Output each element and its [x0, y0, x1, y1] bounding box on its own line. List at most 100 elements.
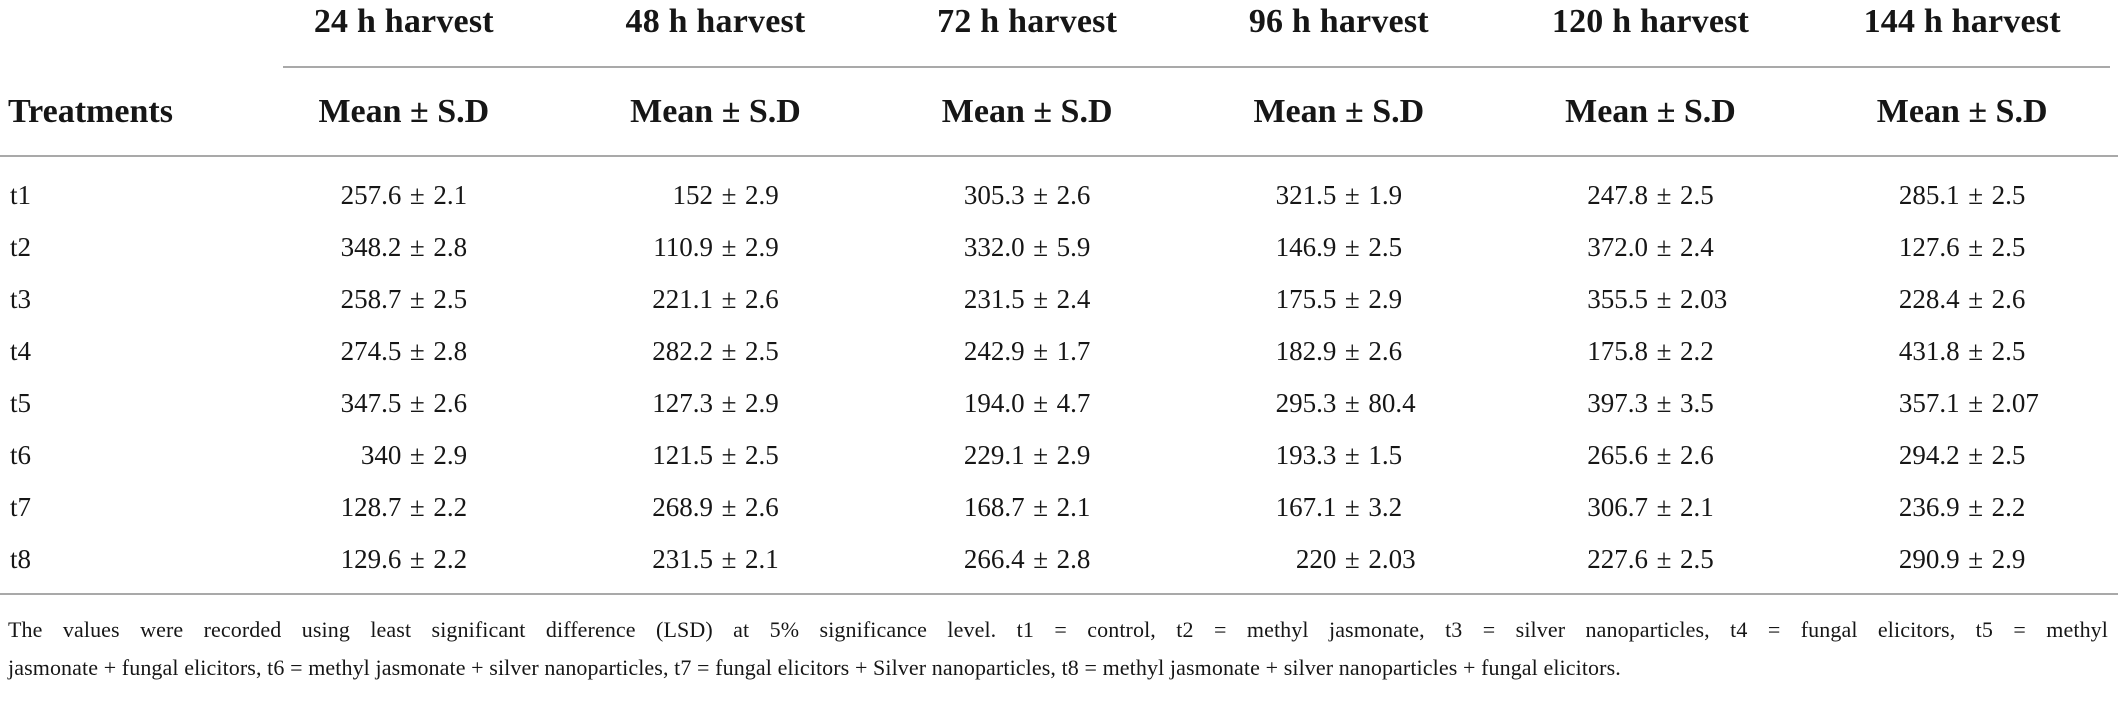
table-body: t1 257.6 ± 2.1 152 ± 2.9 305.3 ± 2.6 321… [0, 157, 2118, 595]
plus-minus-sign: ± [1968, 491, 1984, 522]
sd-value: 4.7 [1056, 387, 1091, 418]
mean-value: 227.6 [1587, 543, 1648, 574]
table-cell-value: 193.3 ± 1.5 [1183, 429, 1495, 481]
harvest-column-header: 96 h harvest [1248, 3, 1429, 40]
footnote-line: jasmonate + fungal elicitors, t6 = methy… [8, 655, 1621, 680]
plus-minus-sign: ± [1344, 387, 1360, 418]
mean-value: 295.3 [1275, 387, 1337, 418]
sd-value: 2.5 [1991, 231, 2026, 262]
mean-value: 372.0 [1587, 231, 1648, 262]
plus-minus-sign: ± [721, 283, 737, 314]
table-row: t5 347.5 ± 2.6 127.3 ± 2.9 194.0 ± 4.7 2… [0, 377, 2118, 429]
plus-minus-sign: ± [1968, 283, 1984, 314]
mean-value: 306.7 [1587, 491, 1648, 522]
mean-value: 347.5 [340, 387, 402, 418]
plus-minus-sign: ± [1968, 439, 1984, 470]
table-cell-value: 227.6 ± 2.5 [1495, 533, 1807, 585]
table-cell-value: 220 ± 2.03 [1183, 533, 1495, 585]
mean-value: 231.5 [652, 543, 713, 574]
mean-sd-header: Mean ± S.D [318, 92, 490, 130]
sd-value: 2.03 [1368, 543, 1416, 574]
table-cell-value: 127.3 ± 2.9 [560, 377, 872, 429]
sd-value: 2.9 [433, 439, 468, 470]
table-row: t1 257.6 ± 2.1 152 ± 2.9 305.3 ± 2.6 321… [0, 169, 2118, 221]
table-cell-value: 258.7 ± 2.5 [248, 273, 560, 325]
sd-value: 2.1 [1679, 491, 1714, 522]
plus-minus-sign: ± [1656, 335, 1672, 366]
table-cell-value: 110.9 ± 2.9 [560, 221, 872, 273]
mean-value: 340 [360, 439, 402, 470]
table-cell-value: 266.4 ± 2.8 [871, 533, 1183, 585]
plus-minus-sign: ± [721, 439, 737, 470]
header-divider [283, 66, 2110, 68]
mean-value: 282.2 [652, 335, 713, 366]
plus-minus-sign: ± [409, 491, 425, 522]
plus-minus-sign: ± [721, 491, 737, 522]
row-label: t8 [10, 543, 32, 574]
mean-value: 294.2 [1898, 439, 1960, 470]
mean-value: 167.1 [1275, 491, 1337, 522]
harvest-column-header: 120 h harvest [1551, 3, 1750, 40]
plus-minus-sign: ± [1656, 283, 1672, 314]
plus-minus-sign: ± [1968, 543, 1984, 574]
mean-value: 274.5 [340, 335, 402, 366]
mean-value: 355.5 [1587, 283, 1648, 314]
plus-minus-sign: ± [721, 387, 737, 418]
sd-value: 1.9 [1368, 179, 1403, 210]
sd-value: 2.2 [433, 543, 468, 574]
harvest-column-header: 24 h harvest [313, 3, 494, 40]
sd-value: 2.4 [1056, 283, 1091, 314]
sd-value: 2.5 [1991, 439, 2026, 470]
table-cell-value: 247.8 ± 2.5 [1495, 169, 1807, 221]
mean-value: 127.6 [1898, 231, 1960, 262]
sd-value: 2.6 [744, 491, 779, 522]
plus-minus-sign: ± [409, 387, 425, 418]
mean-value: 265.6 [1587, 439, 1648, 470]
sd-value: 2.5 [744, 439, 779, 470]
mean-value: 305.3 [963, 179, 1025, 210]
table-cell-value: 152 ± 2.9 [560, 169, 872, 221]
mean-value: 397.3 [1587, 387, 1648, 418]
mean-value: 242.9 [963, 335, 1025, 366]
mean-value: 247.8 [1587, 179, 1648, 210]
table-row: t2 348.2 ± 2.8 110.9 ± 2.9 332.0 ± 5.9 1… [0, 221, 2118, 273]
plus-minus-sign: ± [409, 439, 425, 470]
mean-value: 221.1 [652, 283, 713, 314]
sd-value: 1.7 [1056, 335, 1091, 366]
table-cell-value: 194.0 ± 4.7 [871, 377, 1183, 429]
sd-value: 2.4 [1679, 231, 1714, 262]
mean-value: 285.1 [1898, 179, 1960, 210]
plus-minus-sign: ± [1033, 491, 1049, 522]
row-label: t6 [10, 439, 32, 470]
mean-sd-header: Mean ± S.D [1876, 92, 2048, 130]
table-cell-value: 348.2 ± 2.8 [248, 221, 560, 273]
mean-value: 193.3 [1275, 439, 1337, 470]
plus-minus-sign: ± [1968, 387, 1984, 418]
row-label: t2 [10, 231, 32, 262]
plus-minus-sign: ± [409, 335, 425, 366]
sd-value: 3.5 [1679, 387, 1714, 418]
plus-minus-sign: ± [1033, 231, 1049, 262]
plus-minus-sign: ± [1344, 335, 1360, 366]
mean-value: 229.1 [963, 439, 1025, 470]
sd-value: 2.9 [744, 179, 779, 210]
mean-sd-header: Mean ± S.D [630, 92, 801, 130]
table-cell-value: 321.5 ± 1.9 [1183, 169, 1495, 221]
table-cell-value: 340 ± 2.9 [248, 429, 560, 481]
sd-value: 2.5 [1991, 335, 2026, 366]
harvest-column-header: 72 h harvest [937, 3, 1118, 40]
table-row: t7 128.7 ± 2.2 268.9 ± 2.6 168.7 ± 2.1 1… [0, 481, 2118, 533]
table-cell-value: 175.8 ± 2.2 [1495, 325, 1807, 377]
table-cell-value: 236.9 ± 2.2 [1806, 481, 2118, 533]
mean-value: 228.4 [1898, 283, 1960, 314]
mean-value: 110.9 [653, 231, 713, 262]
sd-value: 2.1 [744, 543, 779, 574]
table-row: t3 258.7 ± 2.5 221.1 ± 2.6 231.5 ± 2.4 1… [0, 273, 2118, 325]
mean-value: 220 [1295, 543, 1337, 574]
treatments-header: Treatments [8, 92, 173, 130]
mean-value: 231.5 [963, 283, 1025, 314]
table-cell-value: 282.2 ± 2.5 [560, 325, 872, 377]
harvest-column-header: 144 h harvest [1863, 3, 2061, 40]
table-cell-value: 306.7 ± 2.1 [1495, 481, 1807, 533]
sd-value: 2.9 [744, 387, 779, 418]
